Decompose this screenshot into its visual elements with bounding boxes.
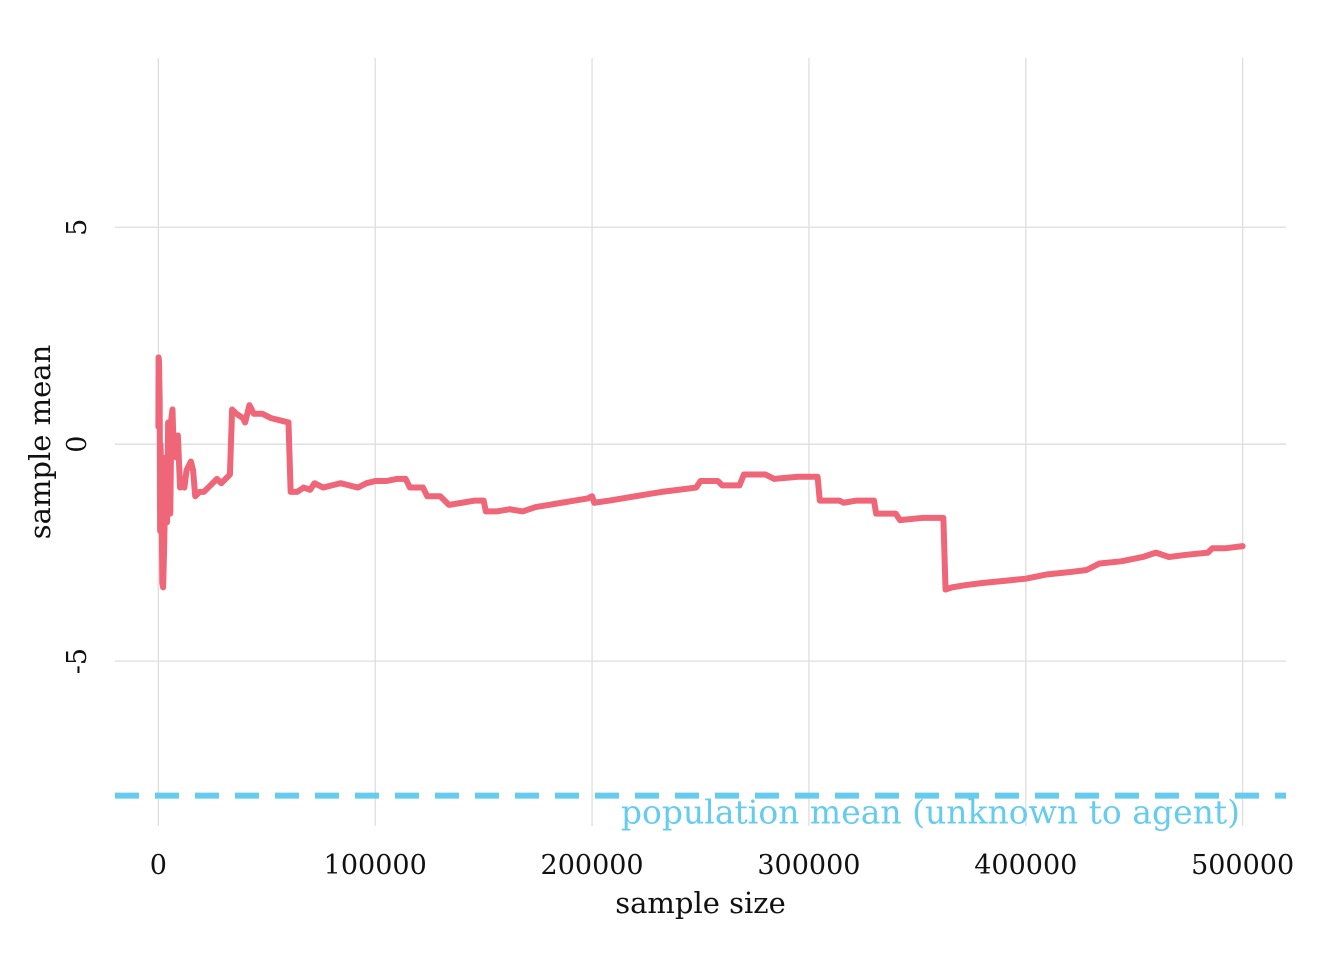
y-axis-title: sample mean	[23, 345, 57, 540]
x-axis-title: sample size	[615, 886, 786, 920]
sample-mean-line	[155, 354, 1246, 593]
population-mean-label: population mean (unknown to agent)	[621, 793, 1240, 832]
x-tick-label: 300000	[757, 850, 860, 881]
x-gridlines	[157, 58, 1244, 826]
x-tick-label: 200000	[541, 850, 644, 881]
x-tick-label: 100000	[324, 850, 427, 881]
y-tick-label: 5	[62, 219, 93, 236]
x-tick-label: 500000	[1191, 850, 1294, 881]
x-tick-label: 400000	[974, 850, 1077, 881]
y-tick-labels: -5 0 5	[62, 219, 93, 675]
y-tick-label: -5	[62, 648, 93, 674]
x-tick-label: 0	[150, 850, 167, 881]
y-gridlines	[115, 226, 1286, 662]
y-tick-label: 0	[62, 436, 93, 453]
x-tick-labels: 0 100000 200000 300000 400000 500000	[150, 850, 1294, 881]
series-group	[155, 354, 1246, 593]
reference-line-group: population mean (unknown to agent)	[115, 792, 1286, 832]
